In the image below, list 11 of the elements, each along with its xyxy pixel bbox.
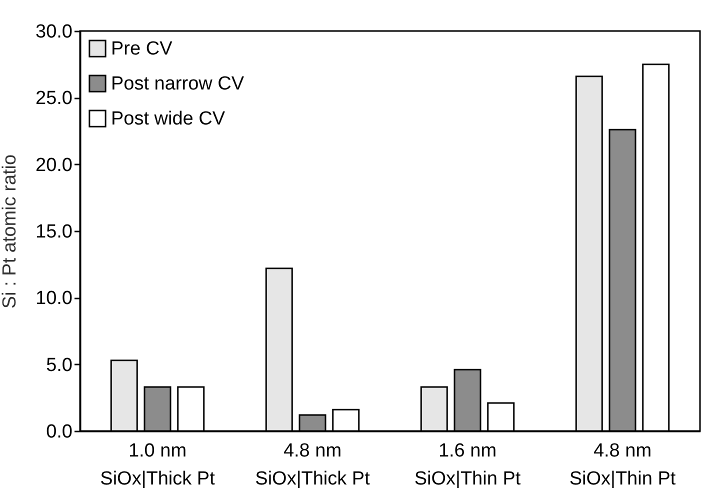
y-tick-label: 25.0: [36, 88, 72, 110]
y-tick-label: 10.0: [36, 288, 72, 310]
y-tick-label: 15.0: [36, 222, 72, 242]
y-tick-label: 0.0: [46, 422, 72, 442]
legend-label: Post narrow CV: [111, 74, 244, 94]
y-axis-title: Si : Pt atomic ratio: [0, 154, 21, 309]
y-tick-label: 30.0: [36, 22, 72, 42]
legend-label: Pre CV: [111, 38, 173, 60]
y-tick-label: 20.0: [36, 154, 72, 176]
legend-label: Post wide CV: [111, 108, 226, 130]
y-tick-label: 5.0: [46, 354, 72, 376]
